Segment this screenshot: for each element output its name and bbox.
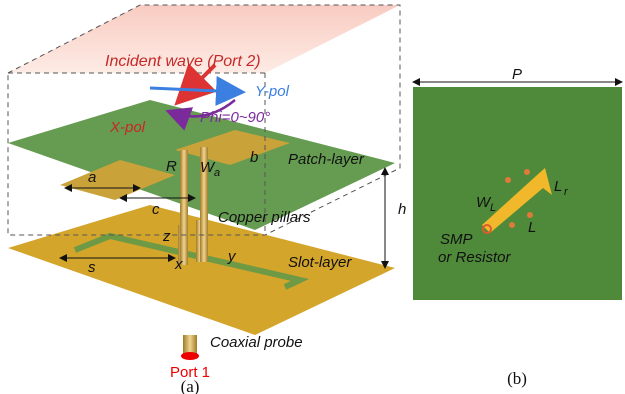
pillar: [180, 150, 188, 265]
xpol-label: X-pol: [109, 119, 146, 136]
lr-label: L: [554, 178, 562, 195]
z-label: z: [162, 228, 171, 245]
phi-label: Phi=0~90°: [200, 109, 270, 126]
pillar-dot: [527, 212, 533, 218]
port-1-mark: [181, 352, 199, 360]
b-label: b: [250, 149, 258, 166]
h-label: h: [398, 201, 406, 218]
incident-label: Incident wave (Port 2): [105, 53, 261, 70]
ypol-label: Y-pol: [255, 83, 290, 100]
l-label: L: [528, 219, 536, 236]
panel-a: Incident wave (Port 2) Y-pol X-pol Phi=0…: [8, 5, 406, 394]
s-label: s: [88, 259, 96, 276]
pillar-dot: [505, 177, 511, 183]
wa-sub: a: [214, 167, 220, 179]
caption-b: (b): [507, 369, 527, 388]
r-label: R: [166, 158, 177, 175]
coax-label: Coaxial probe: [210, 334, 303, 351]
c-label: c: [152, 201, 160, 218]
panel-b: P L r W L L SMP or Resistor (b): [413, 66, 622, 388]
patch-layer-label: Patch-layer: [288, 151, 365, 168]
copper-label: Copper pillars: [218, 209, 311, 226]
diagram: Incident wave (Port 2) Y-pol X-pol Phi=0…: [0, 0, 625, 394]
pillar-dot: [509, 222, 515, 228]
slot-layer-label: Slot-layer: [288, 254, 352, 271]
wl-sub: L: [490, 202, 496, 214]
pillar-dot: [524, 169, 530, 175]
smp-label: SMP: [440, 231, 473, 248]
resistor-label: or Resistor: [438, 249, 512, 266]
p-label: P: [512, 66, 522, 83]
a-label: a: [88, 169, 96, 186]
caption-a: (a): [181, 377, 200, 394]
ypol-arrow: [150, 88, 240, 92]
x-label: x: [174, 256, 183, 273]
